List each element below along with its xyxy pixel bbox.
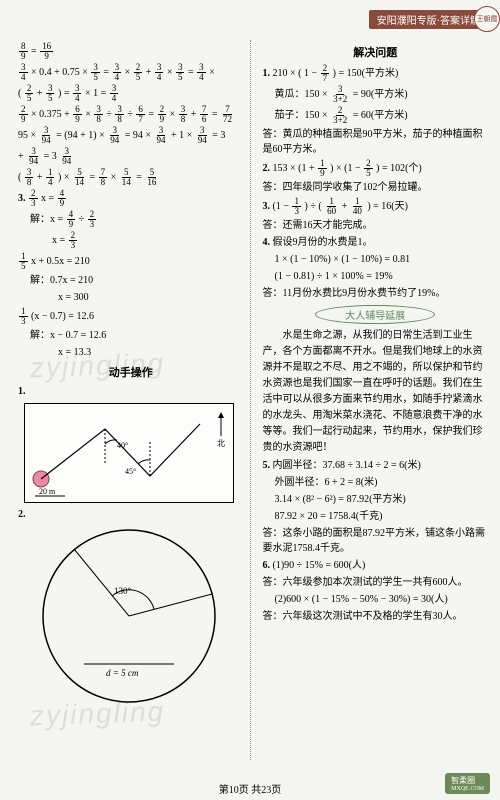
q3-l5: 解：0.7x = 210	[18, 273, 244, 288]
header-band: 安阳濮阳专版·答案详解	[369, 10, 488, 29]
r-q4-l0: 4. 假设9月份的水费是1。	[263, 235, 489, 250]
r-q5-ans: 答：这条小路的面积是87.92平方米，铺这条小路需要水泥1758.4千克。	[263, 526, 489, 556]
svg-text:40°: 40°	[117, 441, 128, 450]
svg-text:130°: 130°	[114, 586, 132, 596]
r-q1-l2: 黄瓜：150 × 33+2 = 90(平方米)	[263, 85, 489, 104]
eq-line-2b: ( 25 + 35 ) = 34 × 1 = 34	[18, 84, 244, 103]
svg-text:d = 5 cm: d = 5 cm	[106, 668, 139, 678]
r-q6-a2: 答：六年级这次测试中不及格的学生有30人。	[263, 609, 489, 624]
r-q3-l1: 3. (1 − 13 ) ÷ ( 160 + 140 ) = 16(天)	[263, 197, 489, 216]
svg-text:20 m: 20 m	[39, 487, 56, 496]
extension-para: 水是生命之源，从我们的日常生活到工业生产，各个方面都离不开水。但是我们地球上的水…	[263, 328, 489, 456]
q3-l4: 15 x + 0.5x = 210	[18, 252, 244, 271]
footer-badge: 智柔圈 MXQE.COM	[445, 773, 490, 794]
q3-heading: 3. 23 x = 49	[18, 189, 244, 208]
r-q6-l2: (2)600 × (1 − 15% − 50% − 30%) = 30(人)	[263, 592, 489, 607]
diagram-1-svg: 40° 45° 20 m 北	[25, 404, 235, 504]
svg-text:北: 北	[217, 439, 225, 448]
r-q3-ans: 答：还需16天才能完成。	[263, 218, 489, 233]
r-q5-l4: 87.92 × 20 = 1758.4(千克)	[263, 509, 489, 524]
r-q2-ans: 答：四年级同学收集了102个易拉罐。	[263, 180, 489, 195]
hands-on-title: 动手操作	[18, 364, 244, 380]
q3-l3: x = 23	[18, 231, 244, 250]
two-columns: 89 = 169 34 × 0.4 + 0.75 × 35 = 34 × 25 …	[18, 40, 488, 760]
r-q4-l2: (1 − 0.81) ÷ 1 × 100% = 19%	[263, 269, 489, 284]
r-q4-ans: 答：11月份水费比9月份水费节约了19%。	[263, 286, 489, 301]
svg-text:45°: 45°	[125, 467, 136, 476]
diagram-1-label: 1.	[18, 384, 244, 399]
r-q1-l3: 茄子：150 × 23+2 = 60(平方米)	[263, 106, 489, 125]
diagram-2-label: 2.	[18, 507, 244, 522]
r-q1-ans: 答：黄瓜的种植面积是90平方米，茄子的种植面积是60平方米。	[263, 127, 489, 157]
diagram-2: 130° d = 5 cm	[24, 524, 244, 709]
extension-title: 大人辅导延展	[315, 305, 435, 324]
q3-l2: 解：x = 49 ÷ 23	[18, 210, 244, 229]
solve-title: 解决问题	[263, 44, 489, 60]
r-q2-l1: 2. 153 × (1 + 19 ) × (1 − 25 ) = 102(个)	[263, 159, 489, 178]
r-q5-l2: 外圆半径：6 + 2 = 8(米)	[263, 475, 489, 490]
r-q6-a1: 答：六年级参加本次测试的学生一共有600人。	[263, 575, 489, 590]
q3-l7: 13 (x − 0.7) = 12.6	[18, 307, 244, 326]
r-q5-l3: 3.14 × (8² − 6²) = 87.92(平方米)	[263, 492, 489, 507]
eq-8-9: 89 = 169	[18, 42, 244, 61]
eq-line-5: ( 38 + 14 ) × 514 = 78 × 514 = 516	[18, 168, 244, 187]
diagram-1: 40° 45° 20 m 北	[24, 403, 234, 503]
page-footer: 第10页 共23页	[0, 781, 500, 796]
q3-l8: 解：x − 0.7 = 12.6	[18, 328, 244, 343]
r-q6-l1: 6. (1)90 ÷ 15% = 600(人)	[263, 558, 489, 573]
q3-l6: x = 300	[18, 290, 244, 305]
q3-l9: x = 13.3	[18, 345, 244, 360]
left-column: 89 = 169 34 × 0.4 + 0.75 × 35 = 34 × 25 …	[18, 40, 251, 760]
r-q4-l1: 1 × (1 − 10%) × (1 − 10%) = 0.81	[263, 252, 489, 267]
r-q5-l1: 5. 内圆半径：37.68 ÷ 3.14 ÷ 2 = 6(米)	[263, 458, 489, 473]
right-column: 解决问题 1. 210 × ( 1 − 27 ) = 150(平方米) 黄瓜：1…	[259, 40, 489, 760]
author-badge: 王朝霞	[474, 6, 500, 32]
eq-line-4a: 95 × 394 = (94 + 1) × 394 = 94 × 394 + 1…	[18, 126, 244, 145]
r-q1-l1: 1. 210 × ( 1 − 27 ) = 150(平方米)	[263, 64, 489, 83]
diagram-2-svg: 130° d = 5 cm	[24, 524, 234, 709]
page: 安阳濮阳专版·答案详解 王朝霞 zyjingling zyjingling 89…	[0, 0, 500, 800]
eq-line-4b: + 394 = 3 394	[18, 147, 244, 166]
eq-line-3: 29 × 0.375 + 69 × 38 ÷ 38 ÷ 67 = 29 × 38…	[18, 105, 244, 124]
eq-line-2a: 34 × 0.4 + 0.75 × 35 = 34 × 25 + 34 × 35…	[18, 63, 244, 82]
